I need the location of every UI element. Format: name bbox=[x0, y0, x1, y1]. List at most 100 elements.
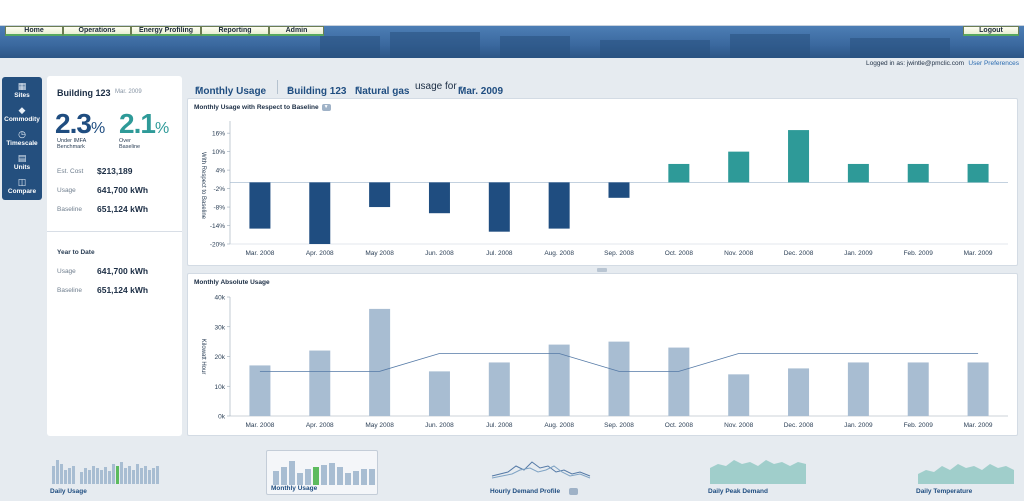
header-separator bbox=[277, 80, 278, 94]
chart-options-icon[interactable]: ▼ bbox=[321, 104, 331, 111]
bar bbox=[488, 182, 510, 232]
building-icon: ▦ bbox=[17, 81, 27, 91]
usage-for-text: usage for bbox=[415, 81, 457, 92]
drop-icon: ◆ bbox=[18, 105, 26, 115]
building-date: Mar. 2009 bbox=[115, 89, 142, 95]
daily-peak-sparkline bbox=[710, 460, 806, 484]
x-tick-label: Aug. 2008 bbox=[544, 422, 574, 429]
bar bbox=[249, 182, 271, 229]
x-tick-label: Jun. 2008 bbox=[425, 422, 454, 429]
thumb-daily-peak[interactable]: Daily Peak Demand bbox=[708, 450, 808, 495]
thumb-hourly-demand[interactable]: Hourly Demand Profile bbox=[490, 450, 600, 495]
x-tick-label: Mar. 2009 bbox=[964, 250, 993, 257]
sidebar-item-compare[interactable]: ◫ Compare bbox=[2, 177, 42, 200]
baseline-kwh-value: 651,124 kWh bbox=[97, 204, 149, 214]
x-tick-label: Nov. 2008 bbox=[724, 250, 754, 257]
baseline-line bbox=[259, 353, 979, 372]
x-tick-label: Sep. 2008 bbox=[604, 250, 634, 257]
y-tick-label: 16% bbox=[212, 131, 225, 138]
daily-temperature-sparkline bbox=[918, 464, 1014, 484]
ytd-baseline-label: Baseline bbox=[57, 287, 82, 294]
sidebar-item-label: Compare bbox=[7, 188, 37, 195]
thumb-options-icon[interactable] bbox=[569, 488, 578, 495]
y-tick-label: 20k bbox=[215, 354, 226, 361]
chart-splitter-handle[interactable] bbox=[597, 268, 607, 272]
bar bbox=[548, 182, 570, 229]
thumb-monthly-usage[interactable]: Monthly Usage bbox=[266, 450, 378, 495]
bar bbox=[788, 130, 810, 183]
thumb-daily-temperature[interactable]: Daily Temperature bbox=[916, 450, 1016, 495]
bar bbox=[967, 362, 989, 416]
sidebar-item-timescale[interactable]: ◷ Timescale bbox=[2, 129, 42, 152]
nav-home[interactable]: Home bbox=[5, 26, 63, 36]
x-tick-label: Mar. 2009 bbox=[964, 422, 993, 429]
y-tick-label: -2% bbox=[213, 186, 225, 193]
bar bbox=[488, 362, 510, 416]
x-tick-label: Mar. 2008 bbox=[245, 250, 274, 257]
sidebar-item-label: Timescale bbox=[6, 140, 38, 147]
nav-reporting[interactable]: Reporting bbox=[201, 26, 269, 36]
usage-label: Usage bbox=[57, 187, 76, 194]
bar bbox=[428, 371, 450, 416]
usage-value: 641,700 kWh bbox=[97, 185, 149, 195]
baseline-value: 2.1% bbox=[119, 108, 169, 139]
units-icon: ▤ bbox=[17, 153, 27, 163]
thumbnail-strip: Daily Usage Monthly Usage Hourly Demand … bbox=[0, 440, 1024, 501]
sidebar-item-sites[interactable]: ▦ Sites bbox=[2, 81, 42, 104]
bar bbox=[847, 163, 869, 183]
est-cost-label: Est. Cost bbox=[57, 168, 84, 175]
x-tick-label: Mar. 2008 bbox=[245, 422, 274, 429]
bar bbox=[548, 344, 570, 416]
x-tick-label: Dec. 2008 bbox=[784, 250, 814, 257]
building-dropdown-icon: ▼ bbox=[287, 86, 293, 92]
sidebar-item-units[interactable]: ▤ Units bbox=[2, 153, 42, 176]
thumb-label: Daily Temperature bbox=[916, 488, 973, 495]
y-tick-label: 40k bbox=[215, 295, 226, 302]
thumb-label: Monthly Usage bbox=[271, 485, 318, 492]
sidebar-item-commodity[interactable]: ◆ Commodity bbox=[2, 105, 42, 128]
bar bbox=[668, 163, 690, 183]
x-tick-label: Jan. 2009 bbox=[844, 250, 873, 257]
header-banner bbox=[0, 26, 1024, 58]
user-preferences-link[interactable]: User Preferences bbox=[968, 60, 1019, 67]
main-nav: Home Operations Energy Profiling Reporti… bbox=[5, 26, 1019, 36]
bar bbox=[309, 350, 331, 416]
info-divider bbox=[47, 231, 182, 232]
x-tick-label: May 2008 bbox=[365, 250, 394, 257]
ytd-title: Year to Date bbox=[57, 249, 95, 256]
thumb-daily-usage[interactable]: Daily Usage bbox=[50, 450, 190, 495]
benchmark-value: 2.3% bbox=[55, 108, 105, 139]
x-tick-label: Feb. 2009 bbox=[904, 250, 934, 257]
nav-operations[interactable]: Operations bbox=[63, 26, 131, 36]
baseline-caption: Over Baseline bbox=[119, 138, 141, 150]
bar bbox=[728, 151, 750, 183]
top-strip bbox=[0, 0, 1024, 26]
nav-admin[interactable]: Admin bbox=[269, 26, 324, 36]
y-tick-label: 0k bbox=[218, 414, 226, 421]
y-tick-label: -20% bbox=[210, 242, 225, 249]
bar bbox=[907, 362, 929, 416]
logged-in-text: Logged in as: jwintle@pmclic.com bbox=[865, 60, 964, 67]
x-tick-label: Oct. 2008 bbox=[665, 422, 694, 429]
nav-energy-profiling[interactable]: Energy Profiling bbox=[131, 26, 201, 36]
clock-icon: ◷ bbox=[18, 129, 26, 139]
bar bbox=[608, 182, 630, 198]
logout-button[interactable]: Logout bbox=[963, 26, 1019, 36]
y-axis-label: Kilowatt Hour bbox=[200, 339, 206, 375]
view-dropdown-icon: ▼ bbox=[195, 86, 201, 92]
baseline-chart-title: Monthly Usage with Respect to Baseline ▼ bbox=[194, 104, 331, 111]
bar bbox=[608, 341, 630, 416]
ytd-usage-value: 641,700 kWh bbox=[97, 266, 149, 276]
bar bbox=[309, 182, 331, 244]
x-tick-label: Jun. 2008 bbox=[425, 250, 454, 257]
y-tick-label: 10% bbox=[212, 149, 225, 156]
ytd-baseline-value: 651,124 kWh bbox=[97, 285, 149, 295]
hourly-demand-sparkline bbox=[491, 461, 591, 479]
building-name: Building 123 bbox=[57, 88, 111, 98]
est-cost-value: $213,189 bbox=[97, 166, 133, 176]
user-bar: Logged in as: jwintle@pmclic.com User Pr… bbox=[0, 58, 1024, 71]
y-tick-label: -14% bbox=[210, 223, 225, 230]
y-axis-label: With Respect to Baseline bbox=[200, 152, 206, 220]
bar bbox=[369, 308, 391, 416]
ytd-usage-label: Usage bbox=[57, 268, 76, 275]
